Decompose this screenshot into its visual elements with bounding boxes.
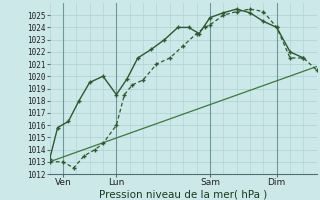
X-axis label: Pression niveau de la mer( hPa ): Pression niveau de la mer( hPa ) bbox=[99, 190, 267, 200]
